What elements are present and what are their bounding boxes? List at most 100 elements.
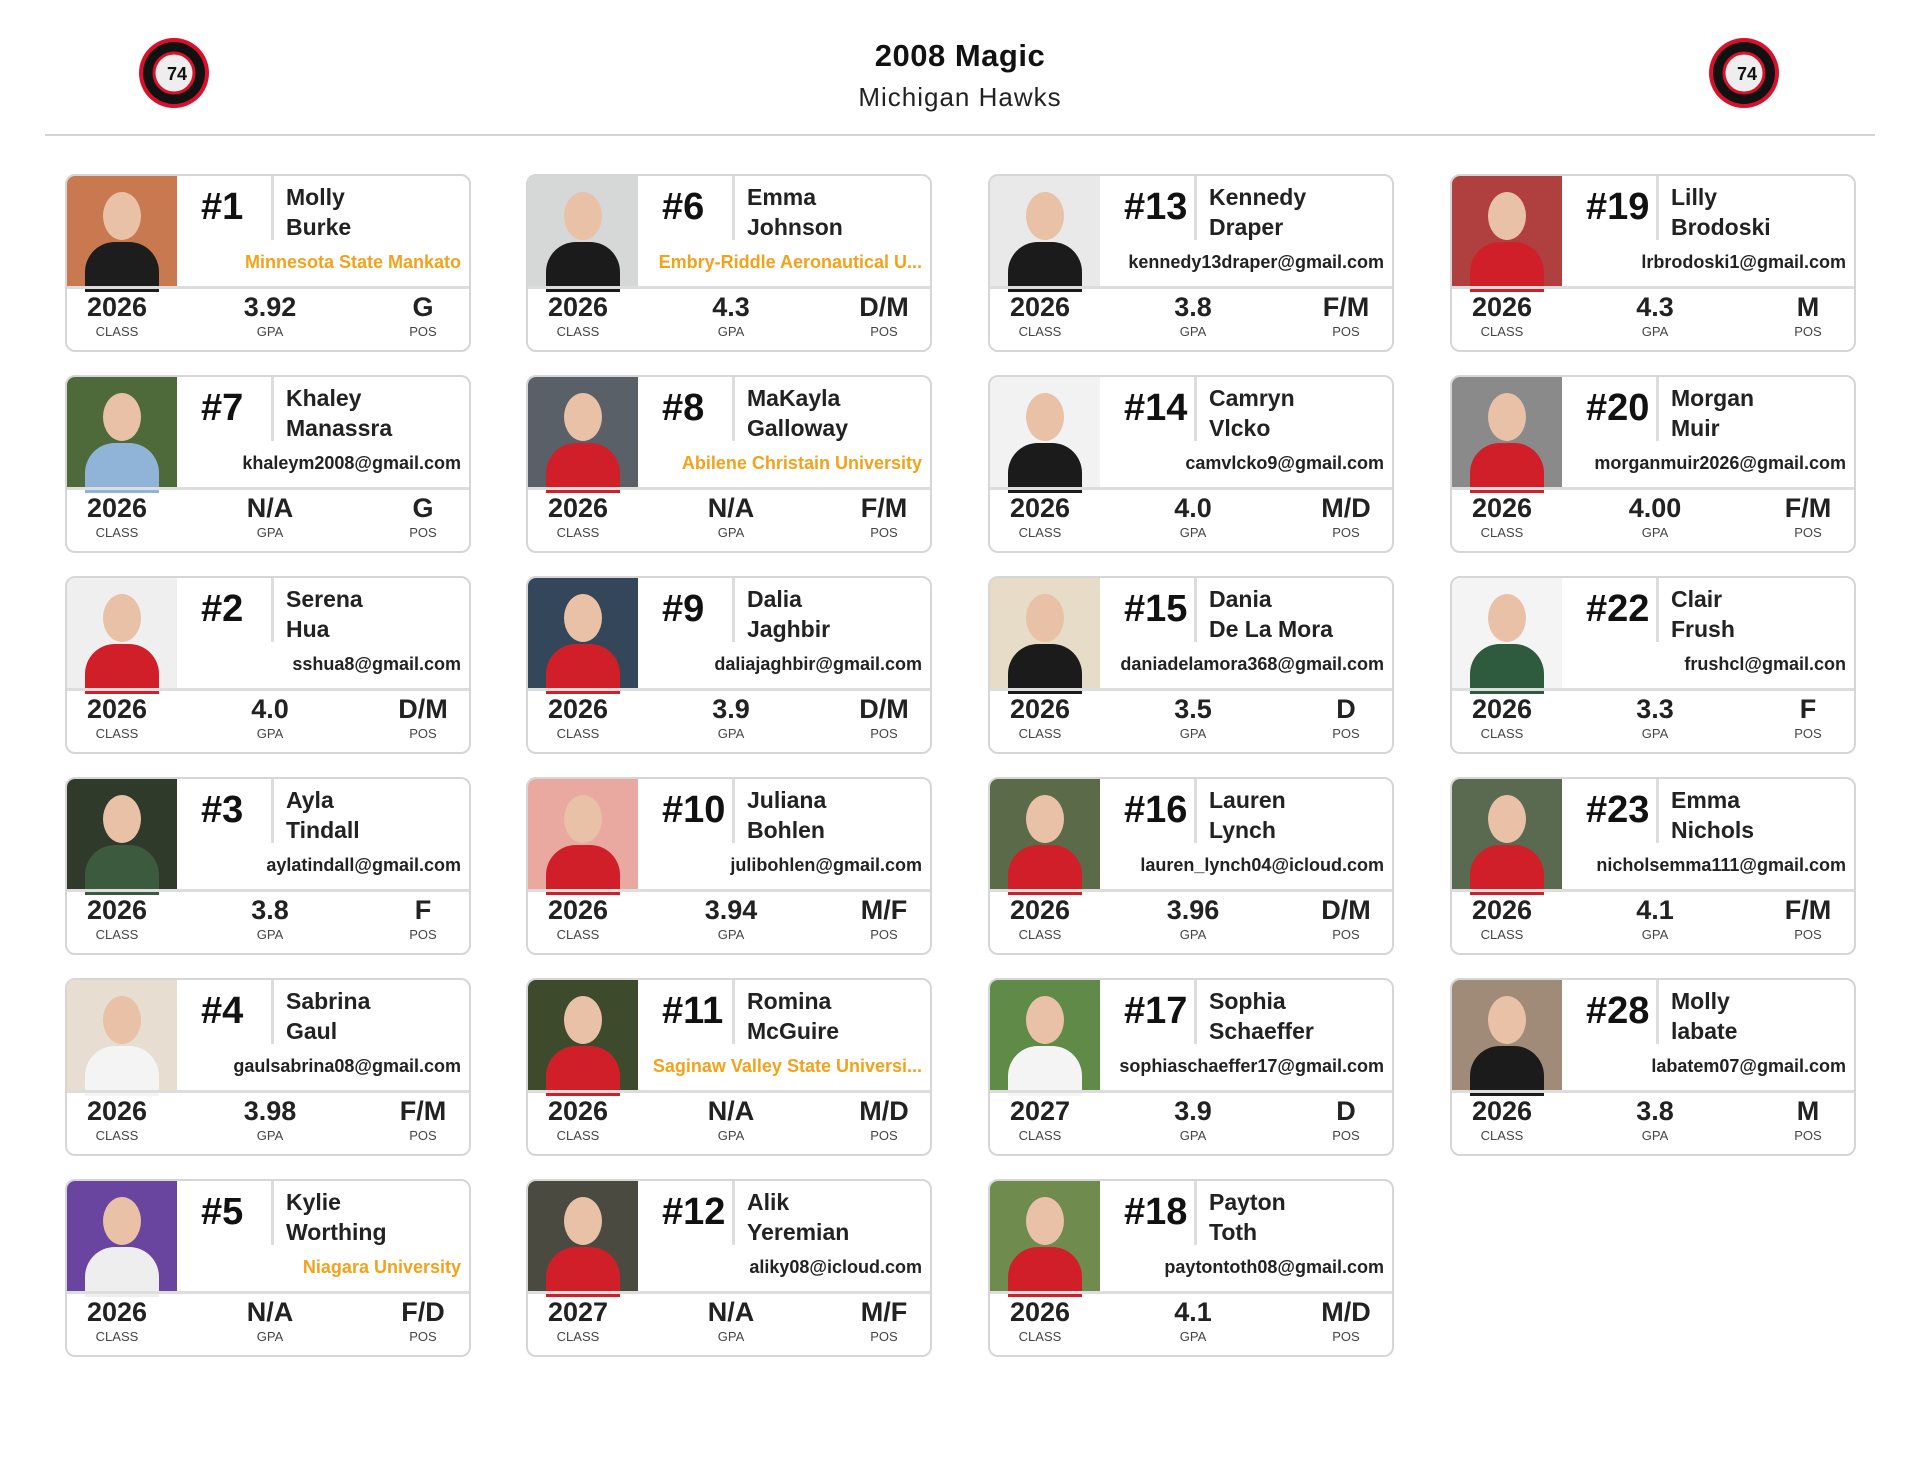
player-card[interactable]: #23 Emma Nichols nicholsemma111@gmail.co… [1450, 777, 1856, 955]
player-card[interactable]: #18 Payton Toth paytontoth08@gmail.com 2… [988, 1179, 1394, 1357]
email-link[interactable]: morganmuir2026@gmail.com [1594, 453, 1846, 473]
class-value: 2026 [547, 895, 609, 925]
player-card[interactable]: #7 Khaley Manassra khaleym2008@gmail.com… [65, 375, 471, 553]
pos-stat: F/M POS [824, 493, 930, 540]
class-label: CLASS [556, 1329, 600, 1344]
divider [1194, 980, 1197, 1044]
pos-value: M [1796, 1096, 1820, 1126]
player-card[interactable]: #2 Serena Hua sshua8@gmail.com 2026 CLASS… [65, 576, 471, 754]
email-link[interactable]: aliky08@icloud.com [749, 1257, 922, 1277]
jersey-number: #19 [1586, 186, 1650, 228]
email-link[interactable]: aylatindall@gmail.com [266, 855, 461, 875]
player-card[interactable]: #9 Dalia Jaghbir daliajaghbir@gmail.com … [526, 576, 932, 754]
player-card[interactable]: #6 Emma Johnson Embry-Riddle Aeronautica… [526, 174, 932, 352]
class-label: CLASS [95, 324, 139, 339]
gpa-value: 4.1 [1636, 895, 1674, 925]
email-link[interactable]: kennedy13draper@gmail.com [1128, 252, 1384, 272]
class-label: CLASS [556, 1128, 600, 1143]
email-link[interactable]: camvlcko9@gmail.com [1185, 453, 1384, 473]
gpa-stat: 3.9 GPA [1133, 1096, 1253, 1143]
gpa-label: GPA [717, 1329, 745, 1344]
last-name: Galloway [747, 415, 848, 441]
pos-stat: G POS [363, 292, 469, 339]
svg-text:74: 74 [167, 64, 187, 84]
player-card[interactable]: #15 Dania De La Mora daniadelamora368@gm… [988, 576, 1394, 754]
class-label: CLASS [95, 1329, 139, 1344]
last-name: Worthing [286, 1219, 387, 1245]
player-card[interactable]: #20 Morgan Muir morganmuir2026@gmail.com… [1450, 375, 1856, 553]
email-link[interactable]: gaulsabrina08@gmail.com [233, 1056, 461, 1076]
player-photo-shirt [1008, 242, 1082, 292]
player-card[interactable]: #22 Clair Frush frushcl@gmail.con 2026 CL… [1450, 576, 1856, 754]
gpa-value: N/A [246, 493, 294, 523]
player-card[interactable]: #16 Lauren Lynch lauren_lynch04@icloud.c… [988, 777, 1394, 955]
pos-value: M/F [860, 895, 908, 925]
player-card[interactable]: #1 Molly Burke Minnesota State Mankato 2… [65, 174, 471, 352]
player-card[interactable]: #8 MaKayla Galloway Abilene Christain Un… [526, 375, 932, 553]
email-link[interactable]: frushcl@gmail.con [1684, 654, 1846, 674]
email-link[interactable]: lauren_lynch04@icloud.com [1140, 855, 1384, 875]
class-stat: 2026 CLASS [990, 292, 1100, 339]
divider [528, 1090, 930, 1093]
pos-value: D/M [859, 292, 909, 322]
pos-value: F/D [401, 1297, 445, 1327]
pos-label: POS [1332, 1329, 1360, 1344]
email-link[interactable]: khaleym2008@gmail.com [242, 453, 461, 473]
gpa-value: N/A [246, 1297, 294, 1327]
class-label: CLASS [1018, 1128, 1062, 1143]
player-card[interactable]: #28 Molly labate labatem07@gmail.com 202… [1450, 978, 1856, 1156]
gpa-value: 4.00 [1628, 493, 1682, 523]
player-card[interactable]: #5 Kylie Worthing Niagara University 202… [65, 1179, 471, 1357]
email-link[interactable]: nicholsemma111@gmail.com [1596, 855, 1846, 875]
player-card[interactable]: #19 Lilly Brodoski lrbrodoski1@gmail.com… [1450, 174, 1856, 352]
gpa-value: 3.8 [251, 895, 289, 925]
player-card[interactable]: #10 Juliana Bohlen julibohlen@gmail.com … [526, 777, 932, 955]
jersey-number: #6 [662, 186, 705, 228]
divider [67, 286, 469, 289]
jersey-number: #10 [662, 789, 726, 831]
gpa-value: 3.9 [1174, 1096, 1212, 1126]
player-photo-head [1488, 795, 1526, 843]
email-link[interactable]: paytontoth08@gmail.com [1164, 1257, 1384, 1277]
player-card[interactable]: #11 Romina McGuire Saginaw Valley State … [526, 978, 932, 1156]
player-photo-head [1488, 192, 1526, 240]
pos-stat: F/M POS [363, 1096, 469, 1143]
pos-label: POS [409, 1128, 437, 1143]
divider [732, 1181, 735, 1245]
gpa-value: 3.8 [1636, 1096, 1674, 1126]
email-link[interactable]: daliajaghbir@gmail.com [714, 654, 922, 674]
gpa-label: GPA [1179, 927, 1207, 942]
divider [528, 487, 930, 490]
divider [732, 176, 735, 240]
divider [271, 377, 274, 441]
pos-label: POS [870, 1128, 898, 1143]
player-card[interactable]: #13 Kennedy Draper kennedy13draper@gmail… [988, 174, 1394, 352]
gpa-label: GPA [1641, 324, 1669, 339]
player-card[interactable]: #17 Sophia Schaeffer sophiaschaeffer17@g… [988, 978, 1394, 1156]
divider [990, 286, 1392, 289]
pos-stat: D/M POS [1286, 895, 1392, 942]
email-link[interactable]: lrbrodoski1@gmail.com [1641, 252, 1846, 272]
player-photo [990, 779, 1100, 895]
class-stat: 2026 CLASS [528, 493, 638, 540]
email-link[interactable]: julibohlen@gmail.com [730, 855, 922, 875]
gpa-stat: 3.92 GPA [210, 292, 330, 339]
email-link[interactable]: sophiaschaeffer17@gmail.com [1119, 1056, 1384, 1076]
gpa-stat: 4.1 GPA [1595, 895, 1715, 942]
player-photo [67, 779, 177, 895]
class-stat: 2026 CLASS [67, 694, 177, 741]
gpa-stat: N/A GPA [671, 493, 791, 540]
player-card[interactable]: #12 Alik Yeremian aliky08@icloud.com 202… [526, 1179, 932, 1357]
player-card[interactable]: #3 Ayla Tindall aylatindall@gmail.com 20… [65, 777, 471, 955]
gpa-stat: 3.96 GPA [1133, 895, 1253, 942]
email-link[interactable]: sshua8@gmail.com [292, 654, 461, 674]
player-card[interactable]: #14 Camryn Vlcko camvlcko9@gmail.com 202… [988, 375, 1394, 553]
divider [732, 779, 735, 843]
email-link[interactable]: labatem07@gmail.com [1651, 1056, 1846, 1076]
pos-stat: G POS [363, 493, 469, 540]
divider [1194, 779, 1197, 843]
player-card[interactable]: #4 Sabrina Gaul gaulsabrina08@gmail.com … [65, 978, 471, 1156]
player-photo-head [103, 1197, 141, 1245]
divider [990, 1090, 1392, 1093]
email-link[interactable]: daniadelamora368@gmail.com [1120, 654, 1384, 674]
